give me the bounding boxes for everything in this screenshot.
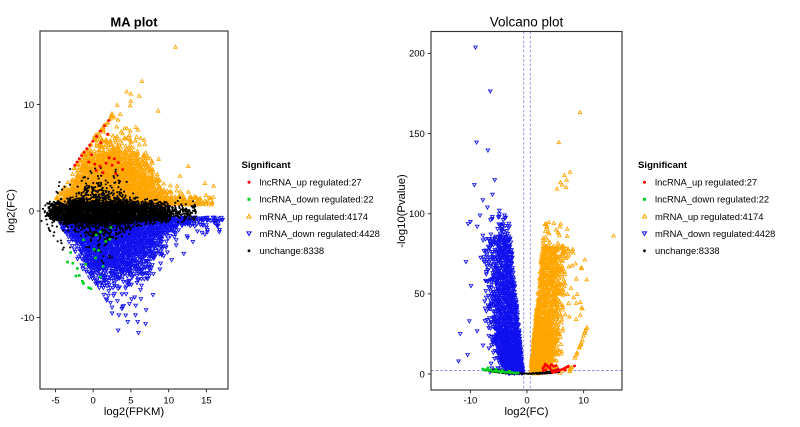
svg-text:unchange:8338: unchange:8338	[260, 245, 325, 256]
svg-text:0: 0	[29, 206, 34, 217]
svg-text:mRNA_up regulated:4174: mRNA_up regulated:4174	[655, 211, 763, 222]
svg-text:5: 5	[128, 395, 133, 406]
svg-text:Volcano plot: Volcano plot	[490, 15, 564, 30]
svg-text:lncRNA_up regulated:27: lncRNA_up regulated:27	[655, 177, 757, 188]
svg-text:-10: -10	[464, 395, 478, 406]
svg-text:lncRNA_up regulated:27: lncRNA_up regulated:27	[260, 177, 362, 188]
svg-text:log2(FC): log2(FC)	[6, 189, 18, 233]
svg-text:mRNA_down regulated:4428: mRNA_down regulated:4428	[655, 228, 775, 239]
svg-text:Significant: Significant	[242, 160, 292, 171]
svg-text:0: 0	[524, 395, 529, 406]
svg-text:50: 50	[414, 289, 425, 300]
svg-text:15: 15	[201, 395, 212, 406]
svg-text:0: 0	[91, 395, 96, 406]
svg-text:mRNA_down regulated:4428: mRNA_down regulated:4428	[260, 228, 380, 239]
svg-text:lncRNA_down regulated:22: lncRNA_down regulated:22	[655, 194, 769, 205]
svg-text:Significant: Significant	[638, 160, 688, 171]
svg-text:unchange:8338: unchange:8338	[655, 245, 720, 256]
svg-text:150: 150	[409, 129, 425, 140]
svg-text:10: 10	[578, 395, 589, 406]
svg-text:mRNA_up regulated:4174: mRNA_up regulated:4174	[260, 211, 368, 222]
svg-text:MA plot: MA plot	[110, 15, 158, 30]
svg-text:-5: -5	[51, 395, 59, 406]
svg-text:10: 10	[163, 395, 174, 406]
svg-text:100: 100	[409, 209, 425, 220]
svg-text:0: 0	[420, 369, 425, 380]
svg-text:10: 10	[24, 100, 35, 111]
svg-text:200: 200	[409, 49, 425, 60]
svg-text:log2(FPKM): log2(FPKM)	[104, 406, 165, 418]
svg-text:-10: -10	[20, 313, 34, 324]
svg-text:log2(FC): log2(FC)	[505, 406, 549, 418]
svg-text:lncRNA_down regulated:22: lncRNA_down regulated:22	[260, 194, 374, 205]
svg-text:-log10(Pvalue): -log10(Pvalue)	[396, 174, 408, 248]
